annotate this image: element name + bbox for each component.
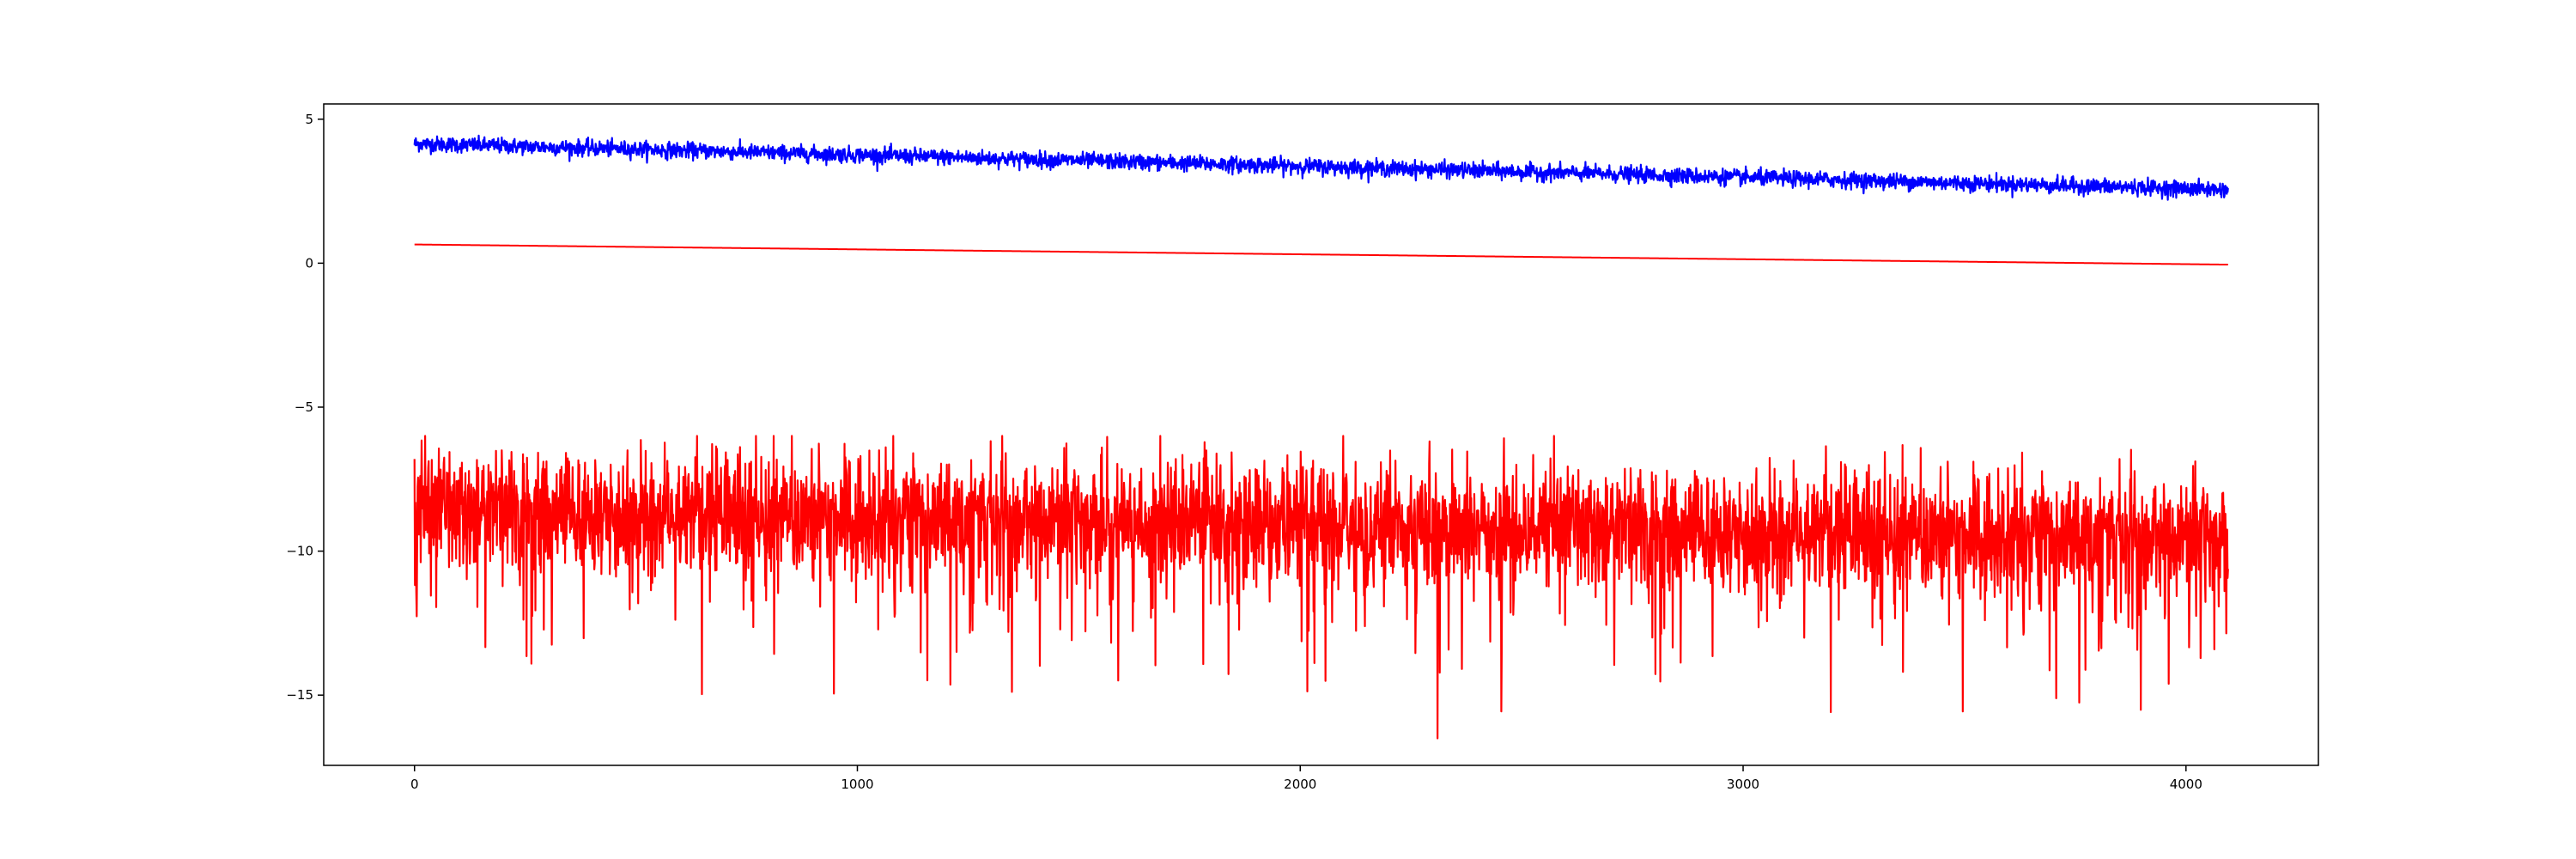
x-tick-label: 1000	[841, 777, 873, 792]
y-tick-label: −15	[286, 687, 313, 703]
x-tick-label: 2000	[1284, 777, 1316, 792]
y-tick-label: 5	[305, 112, 313, 127]
series-layer	[413, 134, 2229, 740]
plot-frame	[323, 103, 2319, 766]
x-tick-label: 4000	[2170, 777, 2202, 792]
axes-layer: 0 1000 2000 3000 4000 5 0 −5 −10 −15	[286, 112, 2202, 792]
series-line-1	[413, 134, 2229, 201]
x-tick-label: 0	[410, 777, 419, 792]
x-tick-label: 3000	[1727, 777, 1759, 792]
y-tick-label: 0	[305, 255, 313, 271]
series-line-2	[414, 243, 2229, 266]
y-tick-label: −5	[295, 399, 313, 415]
plot-background	[324, 104, 2318, 765]
series-line-3	[413, 435, 2229, 740]
y-tick-label: −10	[286, 544, 313, 559]
